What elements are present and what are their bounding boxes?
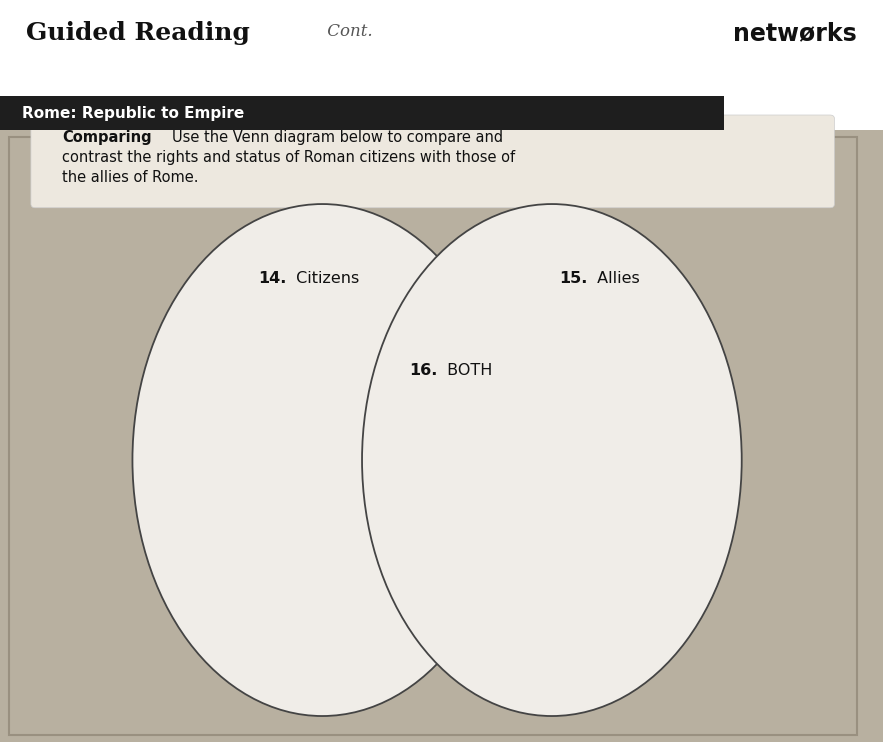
Text: Guided Reading: Guided Reading <box>26 22 251 45</box>
Ellipse shape <box>132 204 512 716</box>
Text: 16.: 16. <box>409 363 437 378</box>
Text: Allies: Allies <box>592 271 639 286</box>
Text: Citizens: Citizens <box>291 271 359 286</box>
Text: Comparing: Comparing <box>62 130 152 145</box>
Text: Rome: Republic to Empire: Rome: Republic to Empire <box>22 105 245 121</box>
Text: Use the Venn diagram below to compare and: Use the Venn diagram below to compare an… <box>172 130 503 145</box>
Ellipse shape <box>362 204 742 716</box>
Text: BOTH: BOTH <box>442 363 492 378</box>
Text: the allies of Rome.: the allies of Rome. <box>62 170 199 185</box>
FancyBboxPatch shape <box>31 115 834 208</box>
Bar <box>9 137 857 735</box>
Bar <box>0 96 724 130</box>
Text: netwørks: netwørks <box>733 22 857 45</box>
Text: contrast the rights and status of Roman citizens with those of: contrast the rights and status of Roman … <box>62 150 515 165</box>
Text: Cont.: Cont. <box>322 23 373 39</box>
Text: 15.: 15. <box>559 271 587 286</box>
Bar <box>0 130 883 742</box>
Text: 14.: 14. <box>259 271 287 286</box>
Bar <box>0 0 883 96</box>
